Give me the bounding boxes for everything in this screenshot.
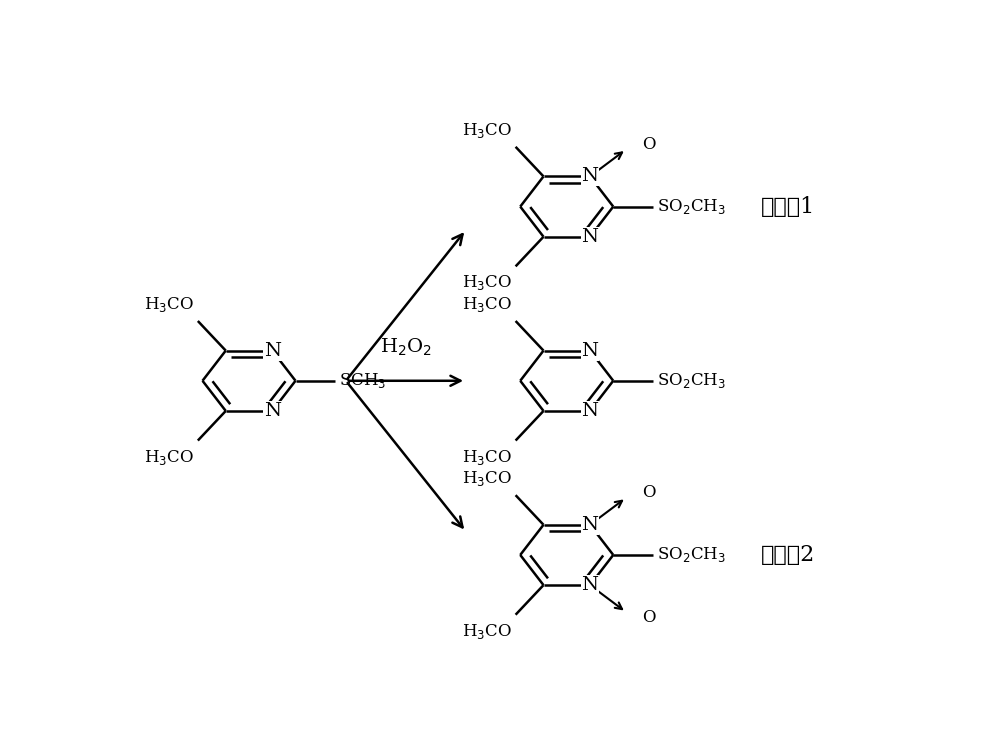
Text: H$_3$CO: H$_3$CO (144, 295, 194, 314)
Text: SO$_2$CH$_3$: SO$_2$CH$_3$ (657, 545, 726, 565)
Text: N: N (582, 228, 598, 246)
Text: N: N (264, 342, 281, 360)
Text: H$_3$CO: H$_3$CO (462, 469, 512, 488)
Text: N: N (582, 516, 598, 534)
Text: O: O (642, 484, 656, 501)
Text: SCH$_3$: SCH$_3$ (339, 371, 386, 391)
Text: H$_3$CO: H$_3$CO (462, 121, 512, 139)
Text: H$_3$CO: H$_3$CO (462, 274, 512, 293)
Text: N: N (582, 576, 598, 594)
Text: H$_3$CO: H$_3$CO (144, 448, 194, 467)
Text: O: O (642, 609, 656, 626)
Text: H$_3$CO: H$_3$CO (462, 448, 512, 467)
Text: O: O (642, 136, 656, 152)
Text: 副产爇1: 副产爇1 (761, 195, 815, 218)
Text: N: N (582, 167, 598, 185)
Text: H$_3$CO: H$_3$CO (462, 295, 512, 314)
Text: SO$_2$CH$_3$: SO$_2$CH$_3$ (657, 197, 726, 216)
Text: N: N (582, 402, 598, 420)
Text: H$_2$O$_2$: H$_2$O$_2$ (380, 336, 432, 357)
Text: SO$_2$CH$_3$: SO$_2$CH$_3$ (657, 371, 726, 391)
Text: H$_3$CO: H$_3$CO (462, 622, 512, 641)
Text: N: N (264, 402, 281, 420)
Text: 副产爇2: 副产爇2 (761, 544, 815, 566)
Text: N: N (582, 342, 598, 360)
